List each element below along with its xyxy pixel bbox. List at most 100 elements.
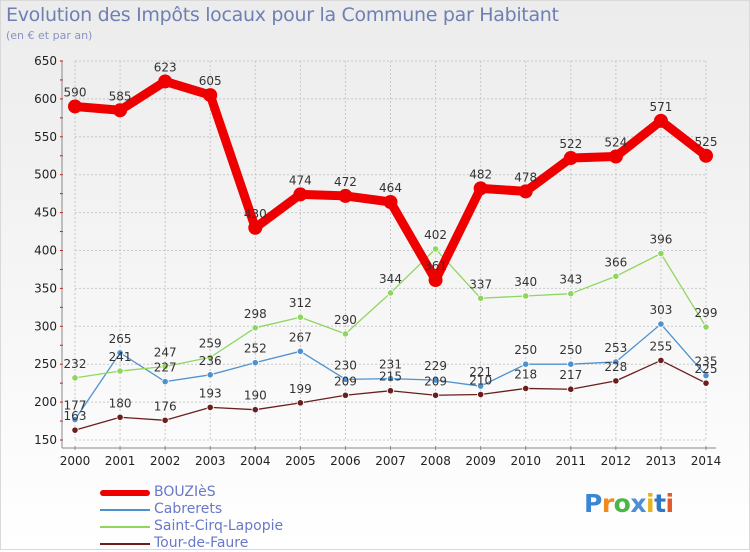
- logo-letter: x: [630, 489, 646, 518]
- data-point: [699, 148, 713, 163]
- x-tick-label: 2003: [195, 454, 226, 468]
- data-point: [71, 415, 79, 424]
- data-point: [206, 371, 214, 379]
- data-point: [71, 426, 79, 434]
- data-label: 230: [334, 358, 357, 372]
- data-point: [68, 99, 82, 114]
- data-label: 265: [109, 332, 132, 346]
- x-tick-label: 2012: [601, 454, 632, 468]
- y-tick-label: 500: [34, 168, 57, 182]
- data-label: 344: [379, 272, 402, 286]
- data-label: 190: [244, 389, 267, 403]
- data-point: [248, 220, 263, 235]
- data-point: [567, 360, 575, 368]
- data-point: [251, 324, 259, 332]
- data-point: [477, 382, 485, 390]
- x-tick-label: 2014: [691, 454, 722, 468]
- proxiti-logo: Proxiti: [584, 489, 674, 518]
- x-tick-label: 2004: [240, 454, 271, 468]
- data-label: 396: [649, 233, 672, 247]
- data-point: [251, 406, 259, 414]
- data-label: 267: [289, 330, 312, 344]
- data-point: [612, 377, 620, 385]
- logo-letter: r: [601, 489, 614, 518]
- data-point: [522, 384, 530, 393]
- data-point: [341, 330, 350, 338]
- legend-swatch: [100, 543, 150, 545]
- x-tick-label: 2002: [150, 454, 181, 468]
- data-point: [702, 323, 710, 331]
- y-tick-label: 450: [34, 206, 57, 220]
- data-label: 337: [469, 277, 492, 291]
- data-label: 241: [109, 350, 132, 364]
- series-layer: [68, 74, 713, 434]
- data-label: 209: [334, 374, 357, 388]
- chart-title: Evolution des Impôts locaux pour la Comm…: [6, 4, 559, 26]
- data-label: 522: [559, 137, 582, 151]
- data-label: 199: [289, 382, 312, 396]
- data-label: 474: [289, 173, 312, 187]
- chart-subtitle: (en € et par an): [6, 29, 93, 42]
- x-tick-label: 2011: [556, 454, 587, 468]
- data-label: 250: [559, 343, 582, 357]
- legend-label: BOUZIèS: [154, 484, 216, 500]
- x-tick-label: 2013: [646, 454, 677, 468]
- data-label: 210: [469, 374, 492, 388]
- data-label: 235: [695, 355, 718, 369]
- data-label: 229: [424, 359, 447, 373]
- data-point: [161, 416, 169, 424]
- logo-letter: i: [646, 489, 655, 518]
- data-label: 163: [64, 409, 87, 423]
- data-point: [296, 399, 304, 407]
- x-tick-label: 2006: [330, 454, 361, 468]
- legend-swatch: [100, 526, 150, 528]
- data-point: [386, 375, 395, 383]
- data-label: 217: [559, 368, 582, 382]
- data-label: 193: [199, 386, 222, 400]
- legend-label: Saint-Cirq-Lapopie: [154, 518, 284, 534]
- y-tick-label: 650: [34, 54, 57, 68]
- y-tick-label: 150: [34, 433, 57, 447]
- data-point: [206, 403, 214, 412]
- data-point: [473, 181, 488, 196]
- data-point: [477, 390, 485, 399]
- data-label: 312: [289, 296, 312, 310]
- data-label: 231: [379, 358, 402, 372]
- data-label: 340: [514, 275, 537, 289]
- data-point: [386, 387, 395, 395]
- y-tick-label: 250: [34, 357, 57, 371]
- grid-layer: [74, 60, 707, 441]
- data-label: 177: [64, 399, 87, 413]
- data-point: [203, 88, 218, 103]
- data-point: [293, 187, 308, 202]
- data-label: 221: [469, 365, 492, 379]
- legend-swatch: [100, 490, 150, 496]
- y-tick-label: 350: [34, 281, 57, 295]
- legend-swatch: [100, 509, 150, 511]
- data-label: 361: [424, 259, 447, 273]
- data-label: 252: [244, 342, 267, 356]
- data-label: 402: [424, 228, 447, 242]
- logo-letter: t: [654, 489, 666, 518]
- data-label: 571: [649, 100, 672, 114]
- data-label: 247: [154, 345, 177, 359]
- data-point: [653, 113, 668, 128]
- data-point: [161, 362, 169, 371]
- data-point: [383, 194, 398, 209]
- data-point: [338, 188, 353, 203]
- x-tick-label: 2007: [375, 454, 406, 468]
- data-point: [71, 374, 79, 382]
- data-point: [563, 151, 578, 166]
- x-tick-label: 2001: [105, 454, 136, 468]
- data-point: [608, 149, 623, 164]
- y-tick-label: 200: [34, 395, 57, 409]
- data-point: [567, 385, 575, 393]
- y-tick-label: 400: [34, 244, 57, 258]
- data-label: 299: [695, 306, 718, 320]
- data-label: 176: [154, 399, 177, 413]
- data-label: 227: [154, 361, 177, 375]
- data-point: [296, 347, 304, 355]
- data-point: [116, 349, 124, 357]
- data-point: [567, 290, 575, 298]
